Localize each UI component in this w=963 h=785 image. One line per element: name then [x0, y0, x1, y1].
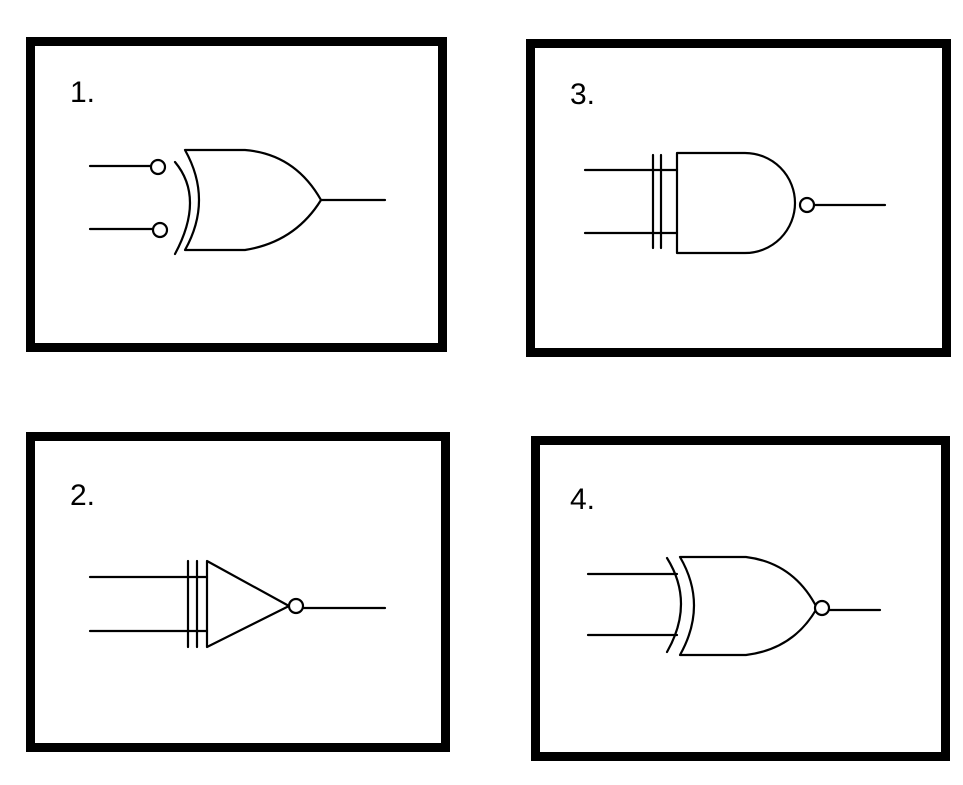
panel-1-gate-diagram	[88, 148, 387, 256]
xor-extra-input-curve	[173, 160, 191, 256]
output-inversion-bubble	[287, 597, 305, 615]
panel-2-label: 2.	[70, 479, 96, 512]
input-inversion-bubble-b	[151, 221, 169, 239]
panel-4: 4.	[531, 436, 950, 761]
xnor-extra-input-curve	[665, 556, 682, 654]
panel-1-label: 1.	[70, 76, 96, 109]
xnor-gate-body	[678, 555, 819, 657]
input-inversion-bubble-a	[149, 158, 167, 176]
panel-4-gate-diagram	[586, 555, 882, 657]
buffer-triangle-body	[205, 559, 291, 649]
panel-3-gate-diagram	[583, 151, 887, 255]
panel-1: 1.	[26, 37, 447, 352]
output-inversion-bubble	[813, 599, 831, 617]
nand-gate-body	[675, 151, 797, 255]
output-inversion-bubble	[798, 196, 816, 214]
panel-3: 3.	[526, 39, 951, 357]
panel-3-label: 3.	[570, 78, 596, 111]
panel-2-gate-diagram	[88, 559, 387, 649]
panel-2: 2.	[26, 432, 450, 752]
panel-4-label: 4.	[570, 483, 596, 516]
xor-gate-body	[183, 148, 323, 252]
